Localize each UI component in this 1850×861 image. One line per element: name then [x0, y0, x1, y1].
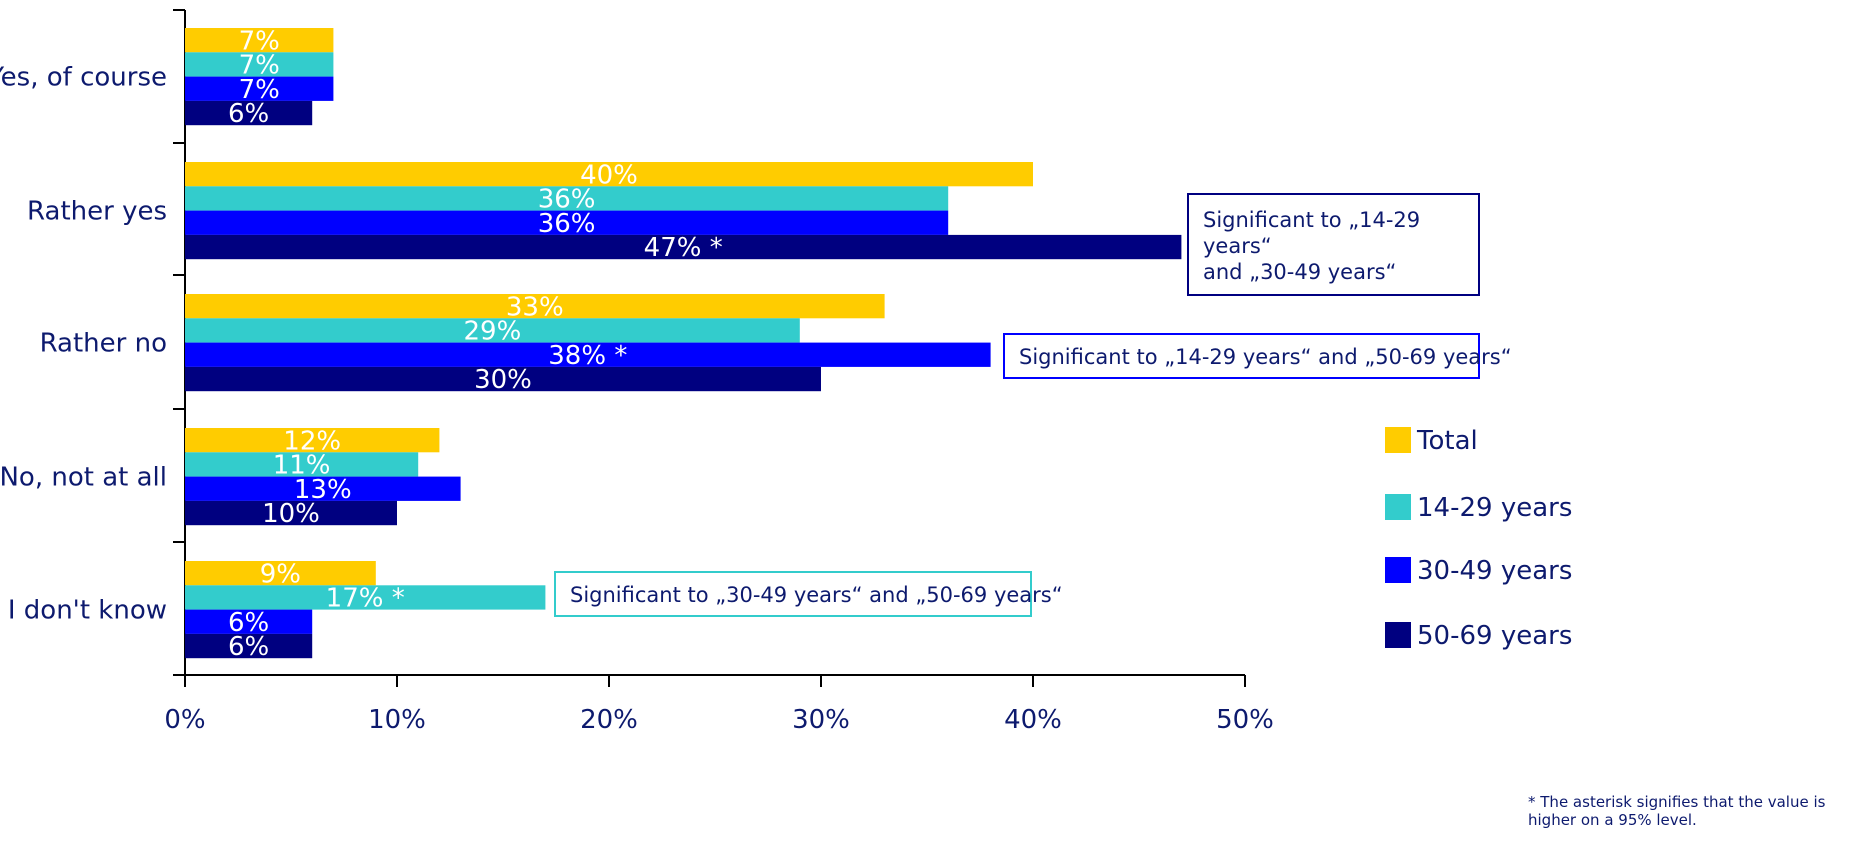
bar-labels: 7%7%7%6%40%36%36%47% *33%29%38% *30%12%1… [228, 26, 723, 662]
bar-50-69-years [185, 500, 397, 526]
bar-value-label: 11% [273, 451, 331, 481]
annotation-38-percent: Significant to „14-29 years“ and „50-69 … [1003, 333, 1512, 379]
bar-total [185, 428, 440, 453]
annotation-line: Significant to „14-29 [1203, 208, 1421, 232]
bar-14-29-years [185, 186, 949, 211]
bar-total [185, 561, 376, 586]
bar-value-label: 6% [228, 608, 269, 638]
bar-value-label: 6% [228, 632, 269, 662]
bar-value-label: 7% [239, 26, 280, 56]
bar-value-label: 33% [506, 292, 564, 322]
category-label: Yes, of course [0, 63, 167, 93]
bar-30-49-years [185, 76, 334, 101]
bar-14-29-years [185, 318, 800, 343]
category-labels: Yes, of course Rather yes Rather no No, not… [0, 63, 167, 626]
annotation-47-percent: Significant to „14-29 years“ and „30-49 … [1187, 193, 1480, 296]
x-tick-label: 0% [164, 705, 205, 735]
bar-30-49-years [185, 210, 949, 235]
legend-swatch [1385, 494, 1411, 520]
legend-swatch [1385, 427, 1411, 453]
category-label: No, not at all [0, 463, 167, 493]
x-tick-label: 30% [792, 705, 850, 735]
bar-value-label: 13% [294, 475, 352, 505]
legend-label: Total [1416, 426, 1478, 456]
annotation-line: Significant to „30-49 years“ and „50-69 … [570, 583, 1063, 607]
legend-label: 14-29 years [1417, 493, 1572, 523]
category-label: Rather no [40, 329, 167, 359]
bar-value-label: 7% [239, 51, 280, 81]
x-tick-label: 20% [580, 705, 638, 735]
bar-value-label: 7% [239, 75, 280, 105]
bar-50-69-years [185, 100, 313, 126]
annotation-line: years“ [1203, 234, 1272, 258]
x-axis-ticks: 0% 10% 20% 30% 40% 50% [164, 675, 1274, 735]
bars [185, 28, 1182, 659]
bar-value-label: 36% [538, 209, 596, 239]
x-tick-label: 40% [1004, 705, 1062, 735]
category-label: I don't know [8, 596, 167, 626]
bar-total [185, 294, 885, 319]
bar-value-label: 29% [464, 317, 522, 347]
bar-value-label: 6% [228, 99, 269, 129]
legend-label: 50-69 years [1417, 621, 1572, 651]
x-tick-label: 10% [368, 705, 426, 735]
bar-50-69-years [185, 234, 1182, 260]
annotation-line: Significant to „14-29 years“ and „50-69 … [1019, 345, 1512, 369]
asterisk-footnote: * The asterisk signifies that the value … [1528, 793, 1826, 829]
bar-value-label: 10% [262, 499, 320, 529]
legend-swatch [1385, 622, 1411, 648]
category-label: Rather yes [27, 197, 167, 227]
annotation-17-percent: Significant to „30-49 years“ and „50-69 … [554, 571, 1063, 617]
x-tick-label: 50% [1216, 705, 1274, 735]
bar-30-49-years [185, 609, 313, 634]
bar-50-69-years [185, 633, 313, 659]
bar-value-label: 30% [474, 365, 532, 395]
bar-14-29-years [185, 52, 334, 77]
bar-total [185, 28, 334, 53]
bar-30-49-years [185, 476, 461, 501]
legend-label: 30-49 years [1417, 556, 1572, 586]
annotation-line: and „30-49 years“ [1203, 260, 1397, 284]
bar-14-29-years [185, 585, 546, 610]
bar-value-label: 40% [580, 160, 638, 190]
bar-value-label: 36% [538, 185, 596, 215]
legend: Total 14-29 years 30-49 years 50-69 years [1385, 426, 1572, 651]
bar-50-69-years [185, 366, 821, 392]
bar-total [185, 162, 1033, 187]
legend-swatch [1385, 557, 1411, 583]
bar-14-29-years [185, 452, 419, 477]
bar-30-49-years [185, 342, 991, 367]
bar-value-label: 12% [283, 426, 341, 456]
bar-value-label: 17% * [326, 584, 405, 614]
bar-value-label: 47% * [644, 233, 723, 263]
bar-value-label: 9% [260, 559, 301, 589]
bar-value-label: 38% * [548, 341, 627, 371]
